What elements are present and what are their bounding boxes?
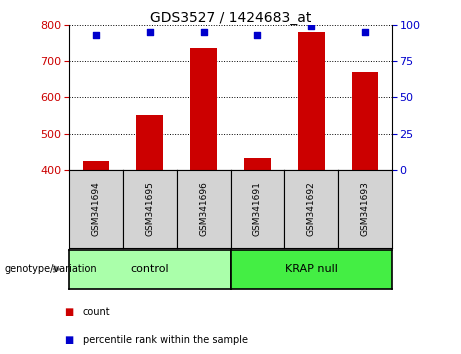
Text: GSM341693: GSM341693 [361,181,369,236]
Bar [298,32,325,170]
Bar [244,158,271,170]
Point [200,29,207,35]
Text: GSM341691: GSM341691 [253,181,262,236]
Text: count: count [83,307,111,316]
Point [361,29,369,35]
Text: GSM341695: GSM341695 [145,181,154,236]
Text: GSM341692: GSM341692 [307,182,316,236]
Text: ■: ■ [65,307,74,316]
Point [146,29,154,35]
Text: genotype/variation: genotype/variation [5,264,97,274]
Bar [351,72,378,170]
Point [307,23,315,29]
Text: GSM341694: GSM341694 [92,182,100,236]
Point [92,32,100,38]
Bar [136,115,163,170]
Text: control: control [130,264,169,274]
Text: percentile rank within the sample: percentile rank within the sample [83,335,248,345]
Text: GDS3527 / 1424683_at: GDS3527 / 1424683_at [150,11,311,25]
Point [254,32,261,38]
Bar [83,161,109,170]
Text: KRAP null: KRAP null [285,264,337,274]
Bar [190,48,217,170]
Text: ■: ■ [65,335,74,345]
Text: GSM341696: GSM341696 [199,181,208,236]
